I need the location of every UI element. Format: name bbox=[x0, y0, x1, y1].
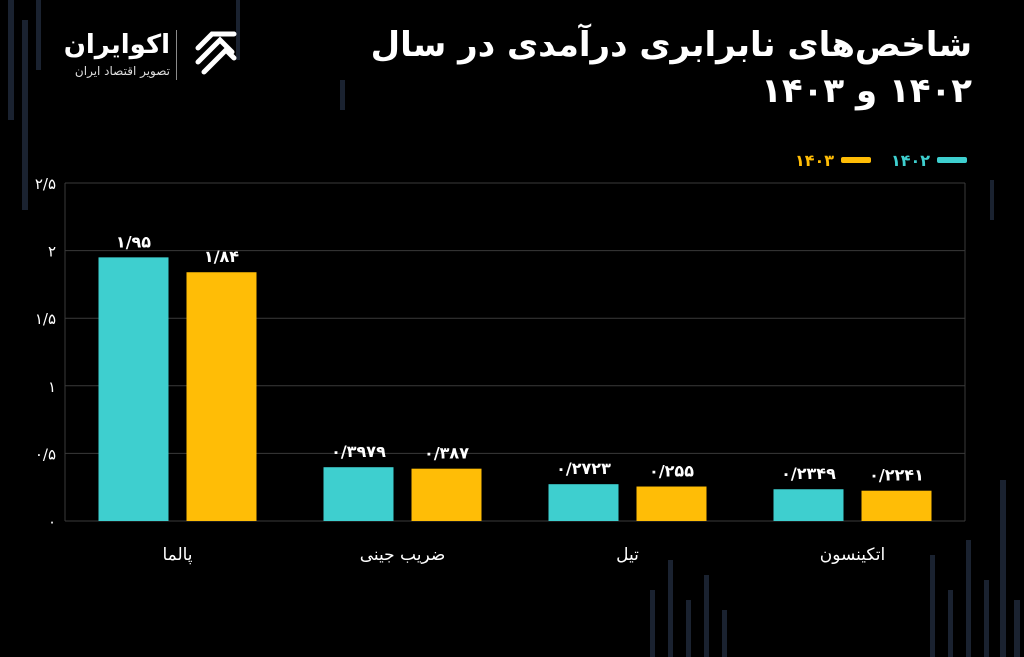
data-label: ۰/۳۹۷۹ bbox=[331, 442, 386, 461]
legend-label: ۱۴۰۳ bbox=[795, 151, 834, 170]
y-tick-label: ۰/۵ bbox=[35, 445, 56, 463]
data-label: ۱/۸۴ bbox=[204, 247, 239, 266]
data-label: ۱/۹۵ bbox=[116, 232, 151, 251]
x-tick-label: ضریب جینی bbox=[360, 545, 446, 565]
y-tick-label: ۱/۵ bbox=[35, 310, 56, 328]
data-label: ۰/۳۸۷ bbox=[424, 444, 469, 463]
logo-icon bbox=[195, 31, 237, 75]
bar bbox=[773, 489, 844, 521]
data-label: ۰/۲۵۵ bbox=[649, 462, 694, 481]
y-tick-label: ۲/۵ bbox=[35, 175, 56, 193]
bar bbox=[548, 484, 619, 521]
legend-label: ۱۴۰۲ bbox=[891, 151, 930, 170]
legend-swatch bbox=[937, 157, 967, 163]
data-label: ۰/۲۷۲۳ bbox=[556, 459, 611, 478]
y-tick-label: ۰ bbox=[48, 513, 56, 531]
x-tick-label: اتکینسون bbox=[820, 545, 886, 565]
x-tick-label: پالما bbox=[162, 545, 192, 565]
logo-name: اکوایران bbox=[63, 30, 170, 60]
logo-subtitle: تصویر اقتصاد ایران bbox=[74, 64, 170, 78]
bar bbox=[411, 468, 482, 521]
bar bbox=[861, 490, 932, 521]
y-tick-label: ۲ bbox=[48, 243, 56, 261]
bar bbox=[636, 486, 707, 521]
bar bbox=[323, 467, 394, 521]
chart-title: شاخص‌های نابرابری درآمدی در سال ۱۴۰۲ و ۱… bbox=[370, 25, 972, 111]
x-tick-label: تیل bbox=[616, 545, 639, 565]
y-tick-label: ۱ bbox=[48, 378, 56, 396]
logo-divider bbox=[176, 30, 177, 80]
bar bbox=[98, 257, 169, 521]
legend-swatch bbox=[841, 157, 871, 163]
data-label: ۰/۲۲۴۱ bbox=[869, 466, 924, 485]
bar bbox=[186, 272, 257, 521]
data-label: ۰/۲۳۴۹ bbox=[781, 464, 836, 483]
